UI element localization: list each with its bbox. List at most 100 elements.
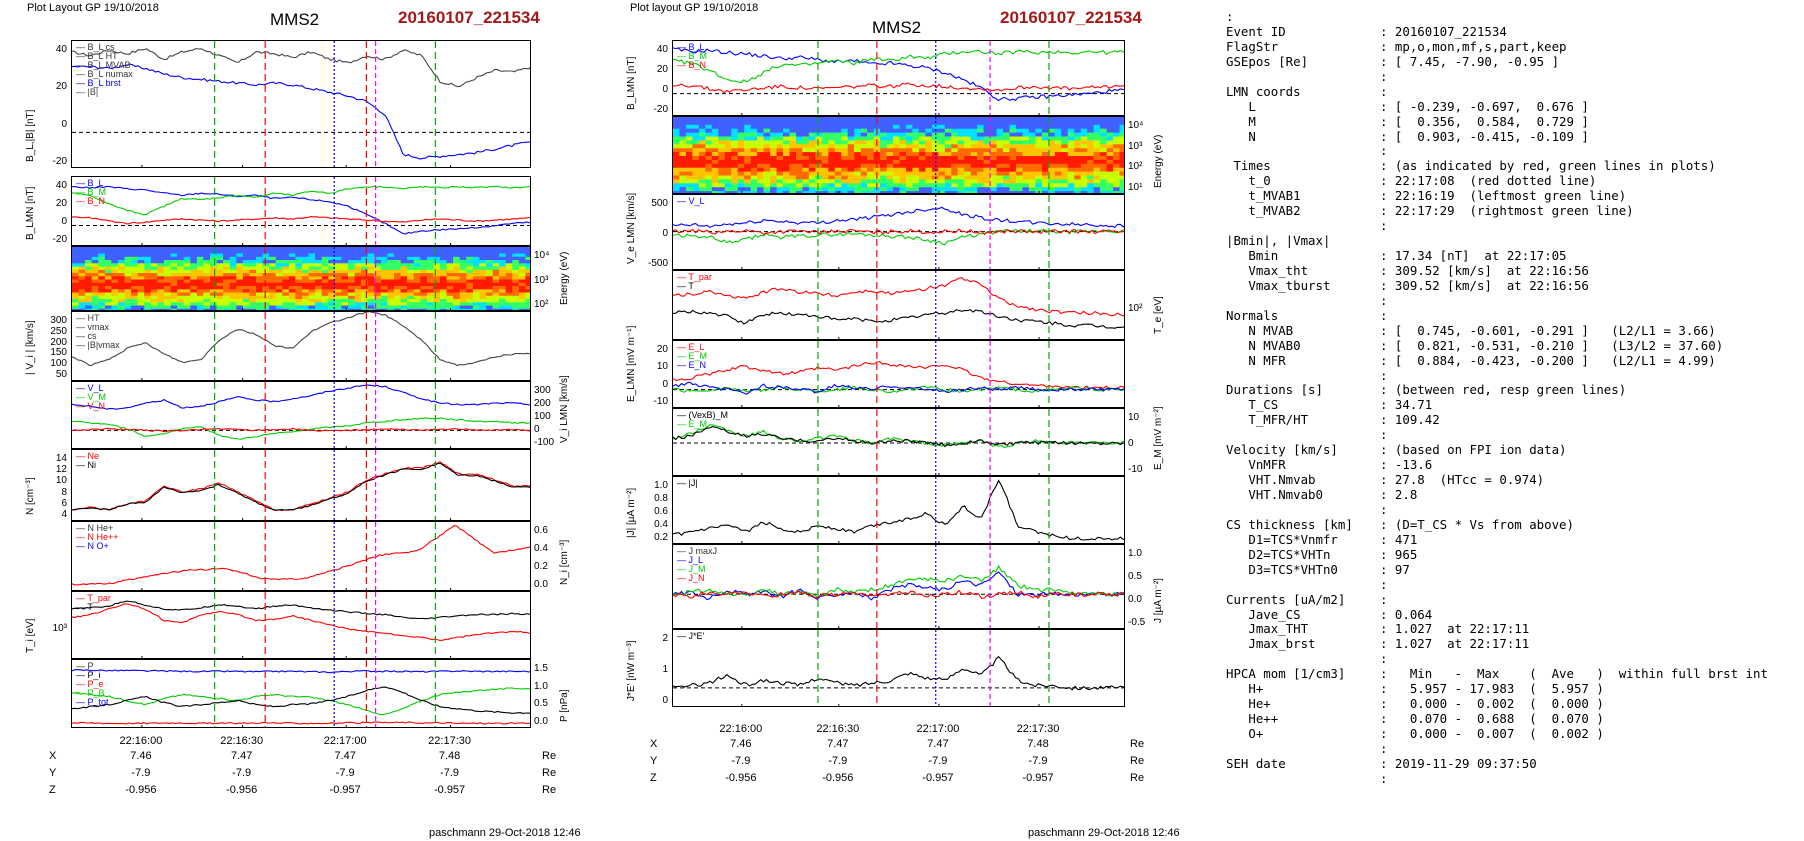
mid-panel-1-heat-cell [1119, 183, 1124, 188]
mid-panel-1-heat-cell [1080, 128, 1088, 134]
left-panel-2-heat-cell [275, 250, 283, 255]
mid-panel-1-heat-cell [757, 175, 765, 180]
mid-panel-1-heat-cell [1119, 163, 1124, 169]
mid-panel-1-heat-cell [854, 163, 862, 169]
mid-panel-1-heat-cell [763, 136, 771, 141]
mid-panel-1-heat-cell [854, 140, 862, 145]
mid-panel-1-heat-cell [673, 179, 681, 184]
mid-panel-1-heat-cell [731, 175, 739, 180]
left-panel-2-heat-cell [407, 253, 415, 258]
mid-panel-1-heat-cell [802, 136, 810, 141]
mid-panel-1-heat-cell [931, 117, 939, 122]
mid-panel-1-heat-cell [938, 156, 946, 161]
left-panel-2-heat-cell [315, 269, 323, 274]
left-panel-2-heat-cell [394, 250, 402, 255]
left-panel-2-heat-cell [216, 263, 224, 268]
mid-panel-1-heat-cell [763, 179, 771, 184]
left-panel-2-heat-cell [472, 273, 481, 277]
mid-panel-1-heat-cell [796, 148, 804, 153]
mid-panel-1-heat-cell [1100, 120, 1108, 126]
summary-row: O+: 0.000 - 0.007 ( 0.002 ) [1226, 726, 1768, 742]
left-panel-2-heat-cell [111, 279, 119, 284]
left-panel-2-heat-cell [387, 305, 395, 310]
left-panel-2-heat-cell [394, 302, 402, 307]
mid-panel-1-heat-cell [970, 183, 978, 188]
mid-panel-1-heat-cell [744, 132, 752, 138]
mid-panel-1-heat-cell [744, 183, 752, 188]
left-panel-2-heat-cell [118, 263, 126, 268]
mid-panel-3-legend: — T_par — T [677, 273, 712, 291]
left-panel-2-heat-cell [334, 292, 343, 297]
mid-panel-1-heat-cell [815, 183, 823, 188]
left-panel-2-heat-cell [157, 305, 165, 310]
mid-ephemeris-value: -0.956 [725, 772, 757, 784]
mid-panel-1-heat-cell [951, 136, 959, 141]
left-panel-2-heat-cell [210, 273, 218, 277]
left-panel-2-heat-cell [348, 273, 356, 277]
left-panel-2-heat-cell [78, 256, 86, 261]
mid-panel-1-heat-cell [944, 120, 952, 126]
mid-panel-1-heat-cell [964, 136, 972, 141]
mid-panel-1-heat-cell [1022, 144, 1030, 149]
mid-panel-1-heat-cell [783, 163, 791, 169]
mid-panel-1-heat-cell [698, 171, 706, 177]
left-panel-2-heat-cell [91, 282, 99, 287]
left-panel-2-heat-cell [170, 286, 178, 290]
left-panel-2-heat-cell [196, 266, 205, 271]
mid-panel-1-heat-cell [783, 183, 791, 188]
left-panel-2-heat-cell [91, 299, 99, 303]
mid-panel-1-heat-cell [737, 148, 745, 153]
mid-panel-1-heat-cell [860, 148, 868, 153]
mid-panel-1-heat-cell [685, 183, 693, 188]
left-panel-5: — Ne — Ni [71, 449, 531, 521]
mid-panel-1-heat-cell [737, 144, 745, 149]
summary-value: : 1.027 at 22:17:11 [1380, 636, 1530, 652]
left-panel-2-heat-cell [124, 256, 132, 261]
left-panel-2-heat-cell [144, 308, 152, 310]
mid-panel-4-legend: — E_L — E_M — E_N [677, 343, 707, 370]
left-panel-2-heat-cell [177, 302, 185, 307]
left-panel-2-heat-cell [137, 292, 145, 297]
left-panel-2-heat-cell [334, 250, 343, 255]
mid-panel-1-heat-cell [1041, 175, 1049, 180]
mid-panel-1-heat-cell [944, 163, 952, 169]
mid-panel-1-heat-cell [899, 191, 907, 193]
mid-panel-1-heat-cell [796, 159, 804, 165]
left-panel-2-heat-cell [505, 263, 513, 268]
mid-panel-1-heat-cell [899, 117, 907, 122]
mid-panel-1-heat-cell [893, 187, 901, 192]
mid-panel-1-heat-cell [951, 163, 959, 169]
mid-panel-1-heat-cell [692, 167, 700, 173]
mid-panel-1-heat-cell [1028, 167, 1036, 173]
mid-panel-1-heat-cell [692, 179, 700, 184]
left-panel-2-heat-cell [256, 279, 264, 284]
left-panel-2-heat-cell [453, 295, 461, 300]
left-panel-2-heat-cell [236, 247, 244, 251]
left-panel-2-heat-cell [518, 302, 527, 307]
summary-key: Durations [s] [1226, 382, 1323, 398]
mid-panel-1-heat-cell [925, 144, 933, 149]
left-panel-2-heat-cell [407, 305, 415, 310]
summary-value: : -13.6 [1380, 457, 1433, 473]
left-panel-2-heat-cell [459, 292, 467, 297]
mid-panel-1-heat-cell [867, 179, 875, 184]
left-panel-2-heat-cell [420, 286, 428, 290]
left-panel-2-heat-cell [348, 260, 356, 264]
left-panel-2-heat-cell [131, 273, 139, 277]
mid-panel-5-legend-entry: — E_M [677, 419, 708, 429]
left-panel-2-heat-cell [367, 256, 375, 261]
left-panel-2-heat-cell [505, 302, 513, 307]
mid-panel-1-heat-cell [1009, 183, 1017, 188]
left-panel-2-heat-cell [210, 247, 218, 251]
mid-panel-1-heat-cell [718, 163, 726, 169]
mid-panel-1-heat-cell [1009, 191, 1017, 193]
mid-panel-1-heat-cell [841, 148, 849, 153]
mid-panel-1-heat-cell [918, 187, 926, 192]
mid-panel-1-heat-cell [679, 183, 687, 188]
summary-row: t_MVAB1: 22:16:19 (leftmost green line) [1226, 188, 1768, 204]
mid-panel-1-heat-cell [899, 124, 907, 130]
left-panel-2-heat-cell [302, 289, 310, 294]
left-panel-2-heat-cell [492, 299, 500, 303]
left-panel-2-heat-cell [486, 308, 494, 310]
left-panel-2-heat-cell [282, 276, 290, 281]
